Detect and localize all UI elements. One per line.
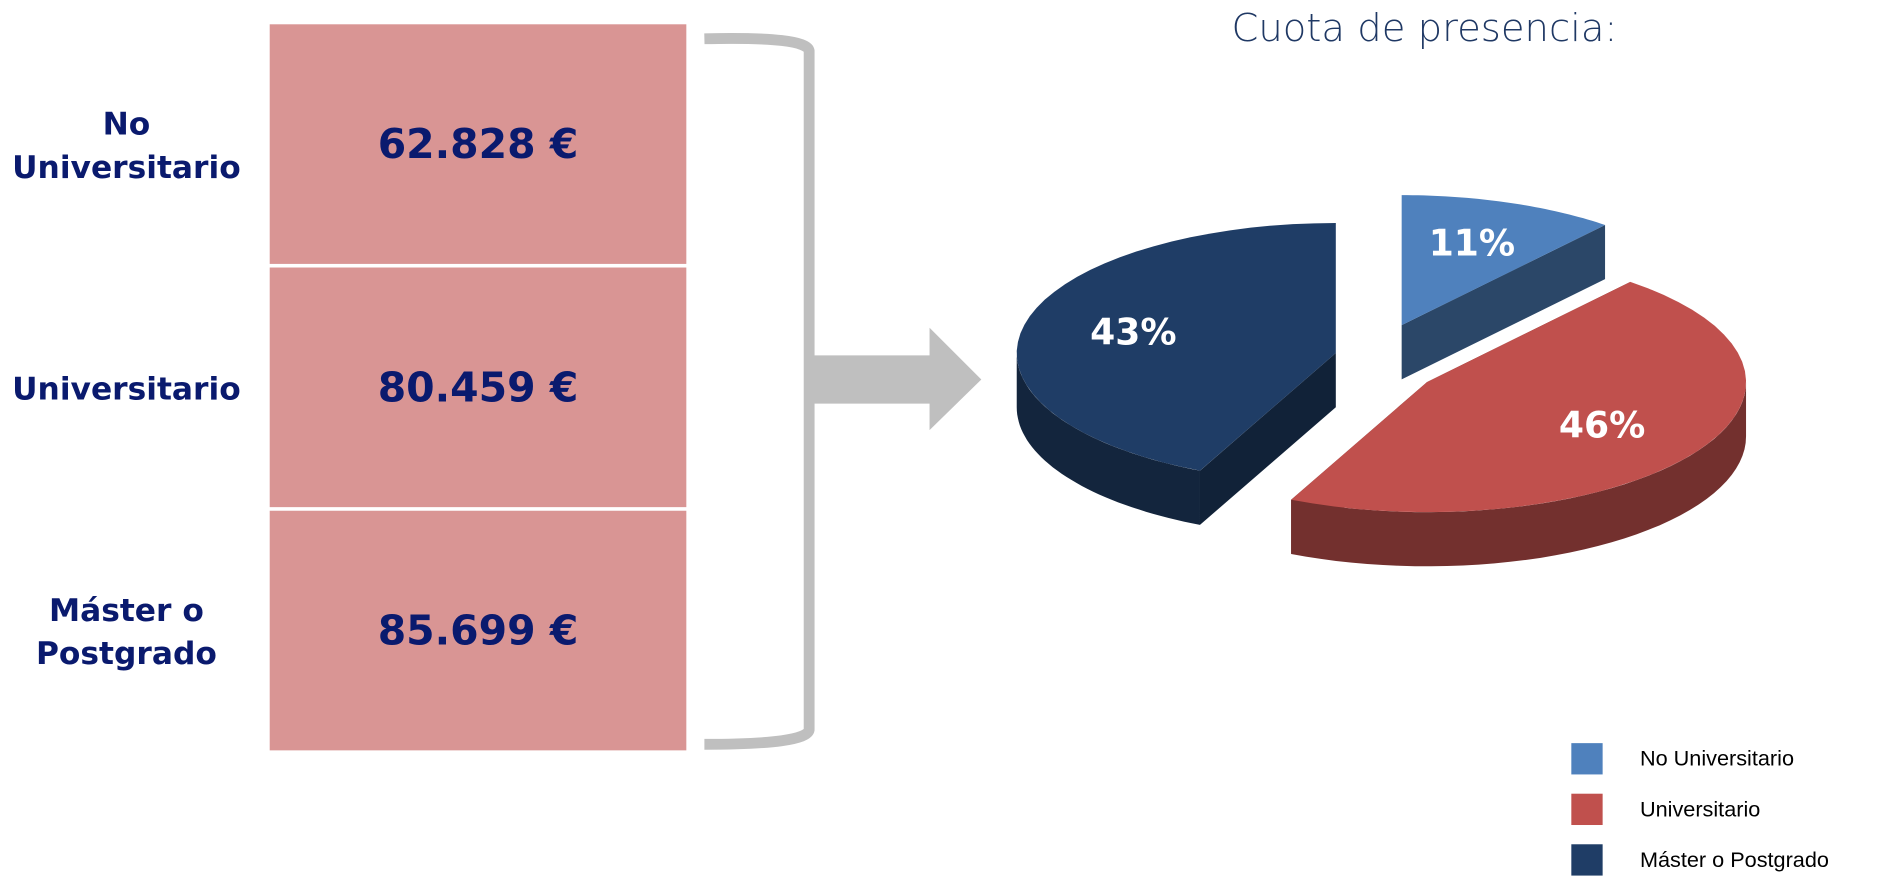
salary-box (269, 510, 687, 751)
bracket (704, 33, 815, 750)
slice-wall (1016, 353, 1200, 525)
row-label: Máster o Postgrado (36, 593, 217, 672)
slice-label: 11% (1429, 222, 1515, 265)
slice-label: 43% (1090, 311, 1176, 354)
salary-box (269, 267, 687, 508)
slice-side (1199, 353, 1336, 525)
salary-value: 80.459 € (378, 363, 579, 411)
slice-side (1401, 224, 1606, 380)
pie-slice-3d: 11% (1401, 195, 1606, 380)
pie-slice (1291, 281, 1747, 513)
legend-label: No Universitario (1640, 746, 1794, 771)
salary-value: 62.828 € (378, 120, 579, 168)
pie-slice (1016, 222, 1336, 471)
legend-label: Máster o Postgrado (1640, 847, 1829, 872)
pie-slice (1401, 195, 1606, 326)
pie-slice-3d: 43% (1016, 222, 1336, 525)
row-label: No Universitario (12, 106, 241, 185)
slice-label: 46% (1559, 403, 1645, 446)
chart-title: Cuota de presencia: (1231, 6, 1617, 51)
legend-label: Universitario (1640, 796, 1760, 821)
salary-box (269, 24, 687, 264)
pie-slice-3d: 46% (1291, 281, 1747, 567)
legend-swatch (1571, 793, 1603, 826)
row-label: Universitario (12, 371, 241, 407)
legend-swatch (1571, 743, 1603, 775)
legend-swatch (1571, 844, 1603, 876)
arrow (809, 327, 982, 431)
slice-wall (1291, 382, 1747, 567)
salary-value: 85.699 € (378, 607, 579, 655)
